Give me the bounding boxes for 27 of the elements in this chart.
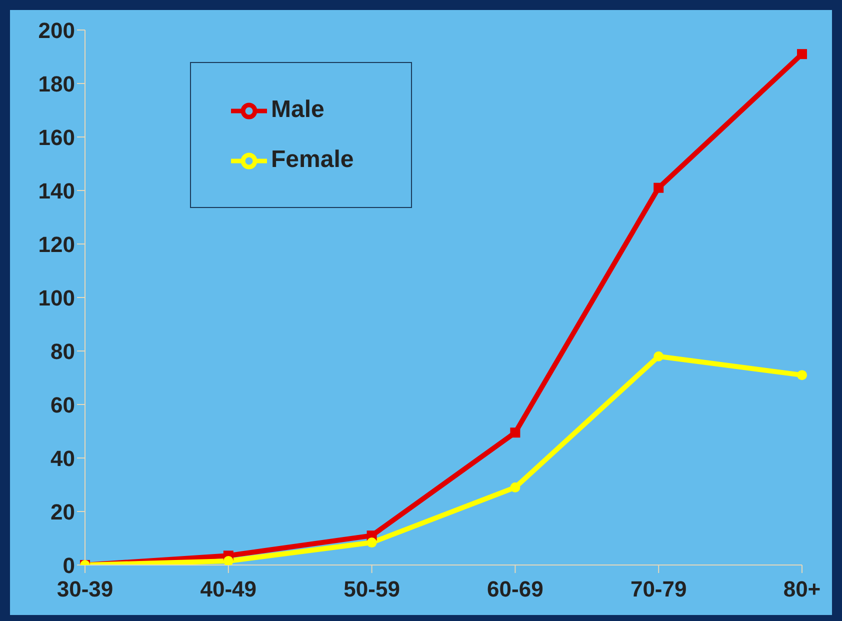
x-tick-label: 30-39 (56, 576, 114, 602)
x-tick-label: 40-49 (200, 576, 257, 602)
x-tick-label: 60-69 (487, 576, 544, 602)
y-tick-label: 180 (38, 71, 75, 96)
y-tick-label: 60 (50, 392, 75, 418)
y-tick-label: 0 (62, 552, 75, 578)
point (654, 351, 664, 362)
point (366, 538, 377, 548)
y-tick-label: 160 (38, 124, 75, 150)
point (797, 370, 807, 380)
y-tick-label: 40 (50, 446, 75, 471)
x-tick-label: 70-79 (630, 576, 687, 602)
y-tick-label: 20 (50, 499, 75, 524)
y-tick-label: 100 (38, 285, 75, 310)
point (797, 49, 807, 60)
legend-label: Female (271, 146, 354, 173)
y-tick-label: 140 (38, 178, 75, 204)
point (510, 482, 520, 492)
y-tick-label: 80 (50, 338, 75, 364)
point (654, 182, 664, 193)
y-tick-label: 200 (38, 18, 75, 43)
legend-label: Male (271, 96, 324, 123)
x-tick-label: 80+ (783, 576, 821, 602)
x-tick-label: 50-59 (344, 576, 400, 602)
point (510, 428, 520, 438)
y-tick-label: 120 (38, 232, 75, 257)
point (223, 556, 234, 565)
